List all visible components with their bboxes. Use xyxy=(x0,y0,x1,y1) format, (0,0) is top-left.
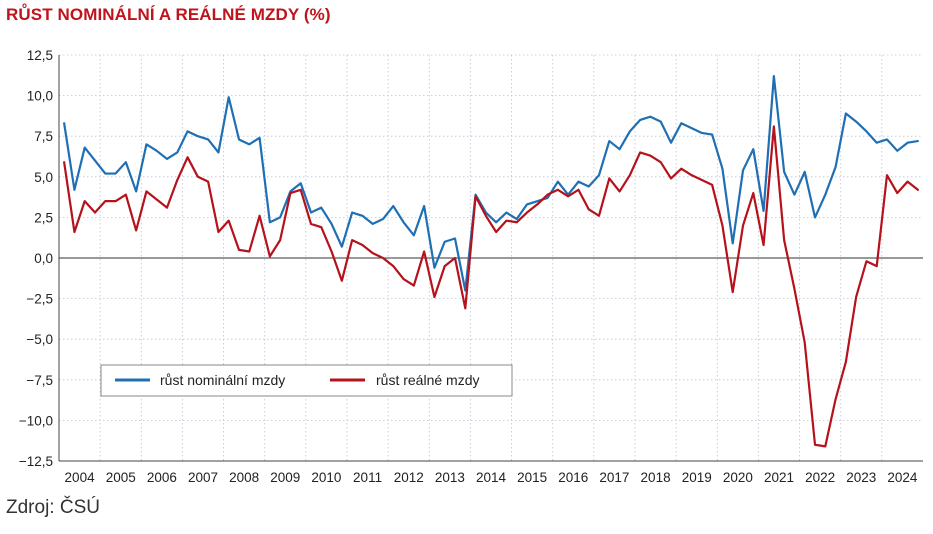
x-tick-label: 2016 xyxy=(558,470,588,485)
legend-label-nominal: růst nominální mzdy xyxy=(160,372,285,388)
x-tick-label: 2018 xyxy=(641,470,671,485)
y-tick-label: 7,5 xyxy=(34,129,53,144)
y-tick-label: −2,5 xyxy=(26,292,53,307)
x-tick-label: 2017 xyxy=(599,470,629,485)
series-lines xyxy=(63,75,919,448)
grid-lines xyxy=(59,54,923,462)
x-tick-label: 2023 xyxy=(846,470,876,485)
x-tick-label: 2007 xyxy=(188,470,218,485)
series-line-nominal xyxy=(63,75,919,292)
y-tick-label: −10,0 xyxy=(19,413,53,428)
y-tick-label: 5,0 xyxy=(34,170,53,185)
x-tick-label: 2011 xyxy=(353,470,382,485)
x-tick-label: 2012 xyxy=(394,470,424,485)
y-tick-label: 2,5 xyxy=(34,210,53,225)
y-tick-label: −12,5 xyxy=(19,454,53,469)
x-tick-label: 2015 xyxy=(517,470,547,485)
y-tick-label: −7,5 xyxy=(26,373,53,388)
y-tick-label: 10,0 xyxy=(27,89,53,104)
x-axis-tick-labels: 2004 2005 2006 2007 2008 2009 2010 2011 2012 2013… xyxy=(65,470,918,485)
chart-title: RŮST NOMINÁLNÍ A REÁLNÉ MZDY (%) xyxy=(6,5,331,24)
x-tick-label: 2020 xyxy=(723,470,753,485)
x-tick-label: 2006 xyxy=(147,470,177,485)
x-tick-label: 2008 xyxy=(229,470,259,485)
x-tick-label: 2019 xyxy=(682,470,712,485)
y-tick-label: 12,5 xyxy=(27,48,53,63)
x-tick-label: 2024 xyxy=(887,470,918,485)
y-tick-label: −5,0 xyxy=(26,332,53,347)
axes xyxy=(58,55,923,462)
source-note: Zdroj: ČSÚ xyxy=(6,497,100,518)
x-tick-label: 2009 xyxy=(270,470,300,485)
x-tick-label: 2022 xyxy=(805,470,835,485)
y-tick-label: 0,0 xyxy=(34,251,53,266)
x-tick-label: 2014 xyxy=(476,470,507,485)
legend: růst nominální mzdy růst reálné mzdy xyxy=(100,364,513,397)
series-line-real xyxy=(63,125,919,448)
y-axis-tick-labels: 12,5 10,0 7,5 5,0 2,5 0,0 −2,5 −5,0 −7,5 −10,0 −12… xyxy=(19,48,53,469)
x-tick-label: 2005 xyxy=(106,470,136,485)
legend-box xyxy=(100,364,513,397)
x-tick-label: 2013 xyxy=(435,470,465,485)
x-tick-label: 2021 xyxy=(764,470,794,485)
legend-label-real: růst reálné mzdy xyxy=(376,372,479,388)
x-tick-label: 2004 xyxy=(65,470,96,485)
x-tick-label: 2010 xyxy=(311,470,341,485)
